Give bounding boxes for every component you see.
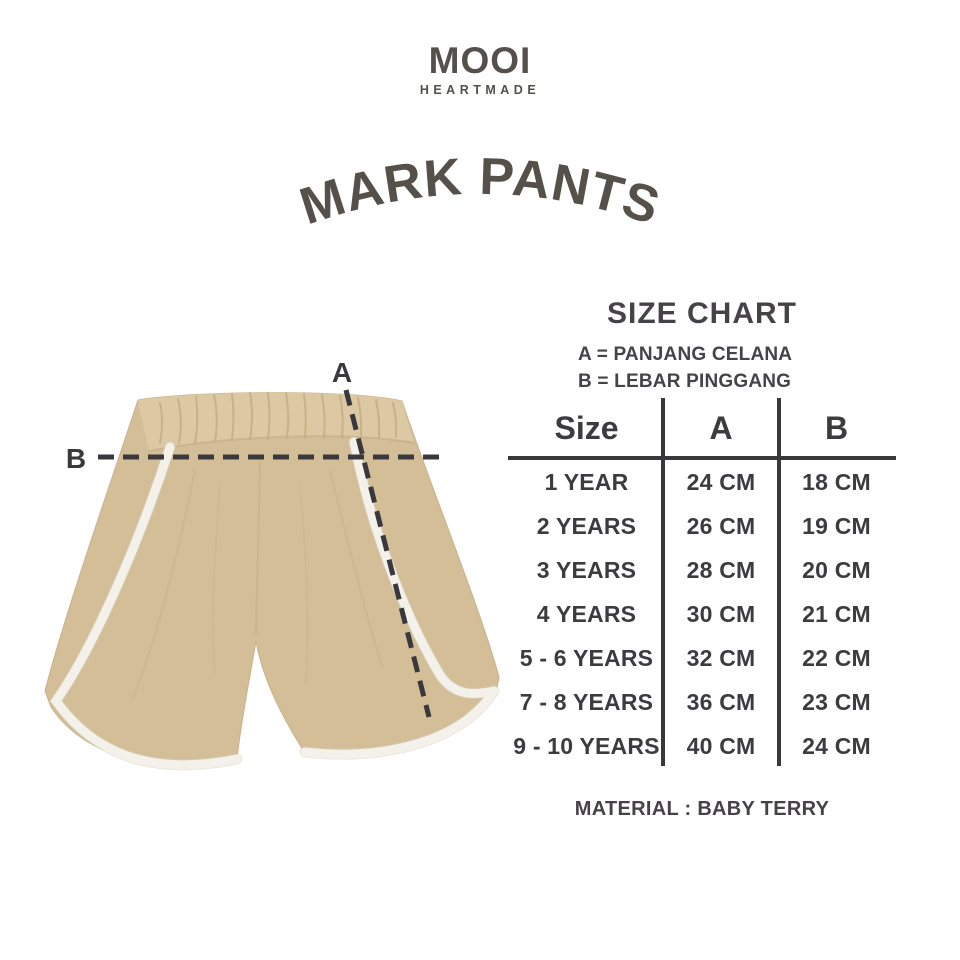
size-cell: 7 - 8 YEARS [519, 688, 654, 715]
b-cell: 22 CM [802, 644, 871, 671]
shorts-body-shape [44, 392, 500, 766]
b-cell: 18 CM [802, 468, 871, 495]
table-row: 2 YEARS 26 CM 19 CM [510, 504, 894, 548]
table-column-divider-2 [777, 398, 781, 766]
size-cell: 2 YEARS [536, 512, 637, 539]
column-header-a: A [709, 409, 733, 446]
table-header-row: Size A B [510, 398, 894, 458]
legend-line-a: A = PANJANG CELANA [578, 344, 793, 365]
table-row: 4 YEARS 30 CM 21 CM [510, 592, 894, 636]
a-cell: 40 CM [686, 732, 756, 759]
brand-logo: MOOI HEARTMADE [0, 42, 960, 97]
waistband-gather-lines [148, 392, 415, 452]
legend-line-b: B = LEBAR PINGGANG [578, 371, 792, 392]
table-row: 1 YEAR 24 CM 18 CM [510, 460, 894, 504]
fabric-fold-lines [131, 462, 383, 701]
b-cell: 24 CM [802, 732, 871, 759]
a-cell: 26 CM [686, 512, 756, 539]
b-cell: 21 CM [802, 600, 871, 627]
material-note: MATERIAL : BABY TERRY [574, 798, 830, 820]
shorts-illustration: A B [44, 357, 500, 771]
measurement-line-a [343, 389, 432, 718]
b-cell: 20 CM [802, 556, 871, 583]
table-row: 3 YEARS 28 CM 20 CM [510, 548, 894, 592]
a-cell: 28 CM [686, 556, 756, 583]
measurement-label-b: B [66, 443, 86, 474]
size-cell: 1 YEAR [544, 468, 629, 495]
table-row: 7 - 8 YEARS 36 CM 23 CM [510, 680, 894, 724]
b-cell: 23 CM [802, 688, 871, 715]
column-header-b: B [824, 409, 849, 446]
a-cell: 24 CM [686, 468, 756, 495]
column-header-size: Size [554, 409, 619, 446]
table-header-rule [508, 456, 896, 460]
b-cell: 19 CM [802, 512, 871, 539]
table-body: 1 YEAR 24 CM 18 CM 2 YEARS 26 CM 19 CM 3… [510, 460, 894, 768]
table-row: 5 - 6 YEARS 32 CM 22 CM [510, 636, 894, 680]
size-cell: 9 - 10 YEARS [513, 732, 660, 759]
size-cell: 4 YEARS [536, 600, 637, 627]
table-row: 9 - 10 YEARS 40 CM 24 CM [510, 724, 894, 768]
a-cell: 30 CM [686, 600, 756, 627]
piping-right-hem [300, 686, 499, 759]
size-chart-legend: A = PANJANG CELANA B = LEBAR PINGGANG [578, 341, 792, 395]
piping-white-trim [50, 437, 499, 770]
size-cell: 5 - 6 YEARS [519, 644, 654, 671]
brand-name: MOOI [428, 40, 532, 81]
size-chart-heading: SIZE CHART [607, 297, 797, 330]
table-column-divider-1 [661, 398, 665, 766]
brand-tagline: HEARTMADE [419, 83, 541, 97]
piping-left [50, 442, 242, 770]
svg-text:MARK PANTS: MARK PANTS [293, 148, 667, 237]
piping-right [349, 437, 499, 699]
measurement-label-a: A [332, 357, 352, 388]
size-table: Size A B 1 YEAR 24 CM 18 CM 2 YEARS 26 C… [508, 398, 896, 768]
product-title-arc: MARK PANTS [293, 148, 667, 237]
product-title: MARK PANTS [293, 148, 666, 237]
a-cell: 32 CM [686, 644, 756, 671]
size-cell: 3 YEARS [536, 556, 637, 583]
a-cell: 36 CM [686, 688, 756, 715]
